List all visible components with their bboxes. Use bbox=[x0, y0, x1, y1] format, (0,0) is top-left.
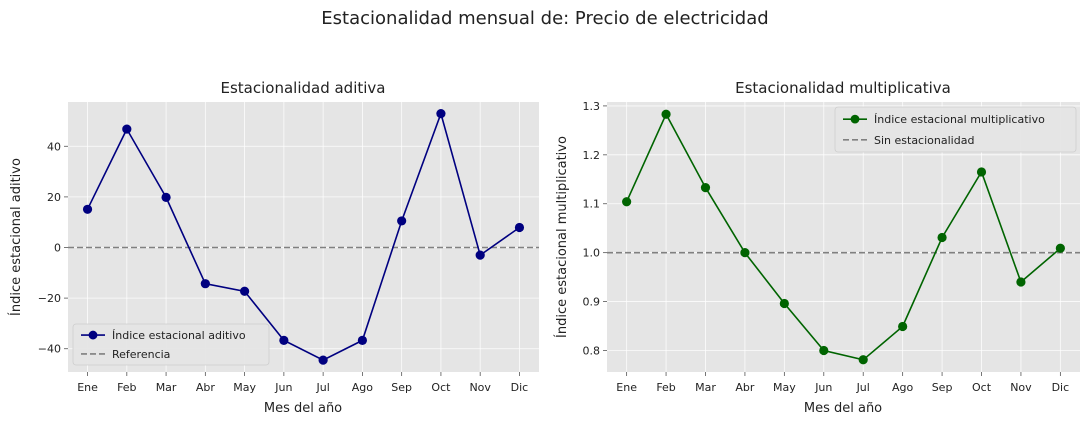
data-point bbox=[700, 182, 711, 193]
x-tick-label: Sep bbox=[932, 381, 953, 394]
data-point bbox=[1016, 277, 1026, 287]
data-point bbox=[937, 232, 947, 243]
x-tick-label: Feb bbox=[117, 381, 136, 394]
y-tick-label: −20 bbox=[38, 292, 61, 305]
x-axis-label: Mes del año bbox=[264, 401, 342, 416]
additive-seasonality-chart: Estacionalidad aditiva Mes del año Índic… bbox=[8, 79, 539, 416]
data-point bbox=[436, 109, 446, 119]
y-tick-label: 0 bbox=[54, 242, 61, 255]
y-tick-label: 1.3 bbox=[583, 100, 601, 113]
chart-title: Estacionalidad aditiva bbox=[221, 79, 386, 97]
data-point bbox=[661, 109, 671, 119]
series-line bbox=[625, 112, 1061, 361]
y-tick-label: 40 bbox=[47, 140, 61, 153]
data-point bbox=[200, 279, 210, 289]
data-point bbox=[397, 216, 407, 226]
data-point bbox=[976, 167, 987, 177]
x-tick-label: Jul bbox=[856, 381, 870, 394]
x-tick-label: Oct bbox=[431, 381, 451, 394]
x-tick-label: Abr bbox=[735, 381, 755, 394]
x-tick-label: Nov bbox=[1010, 381, 1032, 394]
data-point bbox=[858, 355, 868, 365]
y-tick-label: 0.8 bbox=[583, 344, 601, 357]
x-axis-label: Mes del año bbox=[804, 401, 882, 416]
x-tick-label: Abr bbox=[196, 381, 216, 394]
x-tick-label: Nov bbox=[469, 381, 491, 394]
data-point bbox=[514, 222, 525, 233]
x-tick-label: Ago bbox=[352, 381, 374, 394]
x-tick-label: Sep bbox=[391, 381, 412, 394]
multiplicative-seasonality-chart: Estacionalidad multiplicativa Mes del añ… bbox=[554, 79, 1080, 416]
series-line bbox=[86, 110, 520, 361]
x-tick-label: Ago bbox=[892, 381, 914, 394]
y-tick-label: 1.2 bbox=[583, 149, 601, 162]
x-tick-label: Jun bbox=[274, 381, 292, 394]
legend-series-marker bbox=[850, 114, 860, 124]
y-axis-label: Índice estacional multiplicativo bbox=[554, 136, 570, 338]
x-tick-label: Jun bbox=[814, 381, 832, 394]
x-tick-label: Dic bbox=[1052, 381, 1070, 394]
y-axis-label: Índice estacional aditivo bbox=[8, 158, 24, 316]
data-point bbox=[318, 355, 328, 365]
x-tick-label: Mar bbox=[695, 381, 716, 394]
y-tick-label: 1.0 bbox=[583, 247, 601, 260]
x-tick-label: Jul bbox=[315, 381, 329, 394]
chart-title: Estacionalidad multiplicativa bbox=[735, 79, 951, 97]
x-tick-label: May bbox=[233, 381, 256, 394]
data-point bbox=[1055, 243, 1065, 253]
y-tick-label: 0.9 bbox=[583, 296, 601, 309]
x-tick-label: Mar bbox=[156, 381, 177, 394]
y-tick-label: 1.1 bbox=[583, 198, 601, 211]
data-point bbox=[740, 248, 750, 258]
y-tick-label: −40 bbox=[38, 343, 61, 356]
legend-series-label: Índice estacional multiplicativo bbox=[874, 113, 1045, 126]
legend: Índice estacional multiplicativo Sin esta… bbox=[834, 106, 1077, 153]
legend: Índice estacional aditivo Referencia bbox=[72, 323, 270, 366]
legend-reference-label: Sin estacionalidad bbox=[874, 134, 974, 147]
data-point bbox=[819, 345, 829, 356]
x-tick-label: Dic bbox=[511, 381, 529, 394]
x-tick-label: May bbox=[773, 381, 796, 394]
figure-suptitle: Estacionalidad mensual de: Precio de ele… bbox=[321, 8, 768, 29]
legend-reference-label: Referencia bbox=[112, 348, 170, 361]
data-point bbox=[898, 321, 908, 332]
data-point bbox=[779, 298, 789, 309]
x-tick-label: Feb bbox=[656, 381, 675, 394]
legend-box bbox=[834, 106, 1077, 153]
data-point bbox=[161, 192, 171, 202]
x-tick-label: Ene bbox=[616, 381, 637, 394]
legend-box bbox=[72, 323, 270, 366]
data-point bbox=[279, 335, 289, 345]
legend-series-marker bbox=[88, 330, 98, 340]
data-point bbox=[622, 197, 632, 207]
x-tick-label: Ene bbox=[77, 381, 98, 394]
data-point bbox=[122, 124, 132, 134]
data-point bbox=[240, 286, 250, 296]
data-point bbox=[357, 335, 367, 345]
data-point bbox=[475, 250, 485, 260]
x-tick-label: Oct bbox=[972, 381, 992, 394]
y-tick-label: 20 bbox=[47, 191, 61, 204]
legend-series-label: Índice estacional aditivo bbox=[112, 329, 246, 342]
data-point bbox=[82, 204, 93, 214]
